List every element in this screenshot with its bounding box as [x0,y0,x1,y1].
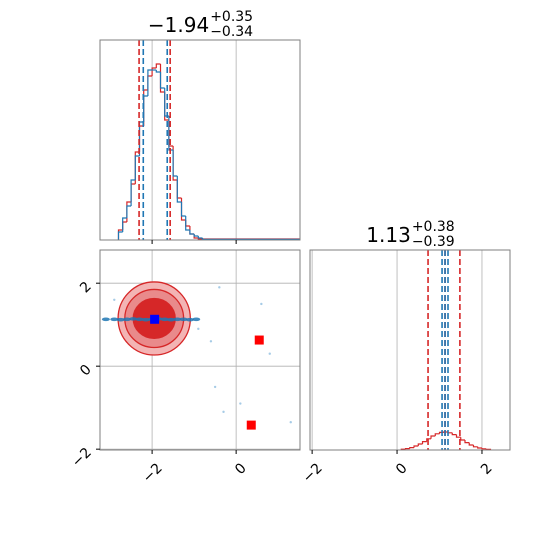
faint-point [197,327,200,331]
faint-point [218,286,221,289]
histogram-step [180,198,186,221]
sample-point [173,317,182,322]
histogram-step [451,432,457,436]
histogram-step [147,75,153,90]
marker [254,335,264,345]
histogram-step [130,183,136,202]
histogram-step [126,201,132,222]
histogram-step [404,448,410,450]
faint-point [113,298,116,301]
faint-point [209,340,213,343]
axes-frame [99,39,301,241]
faint-point [213,385,217,389]
faint-point [268,352,271,355]
histogram-step [143,95,148,122]
sample-point [135,317,144,322]
x-tick-label: 0 [393,460,411,478]
faint-point [260,302,263,306]
y-tick-label: 2 [77,279,95,297]
histogram-step [155,70,161,73]
histogram-step [134,155,140,180]
title-lower: −0.39 [412,234,455,250]
axes-frame [99,249,301,451]
title-lower: −0.34 [210,24,253,40]
histogram-step [421,441,427,444]
sample-point [141,317,150,322]
histogram-step [126,205,132,218]
sample-point [129,317,138,321]
histogram-step [189,230,195,235]
axes-frame [309,249,511,451]
sample-point [167,317,176,322]
histogram-step [168,116,174,151]
histogram-step [193,234,199,237]
histogram-step [197,236,203,239]
marker [246,420,256,430]
histogram-step [172,150,178,177]
histogram-step [130,179,136,206]
histogram-step [172,146,178,181]
histogram-step [147,69,153,96]
y-tick-label: −2 [69,445,95,471]
x-tick-label: −2 [140,460,166,486]
x-tick-label: −2 [300,460,326,486]
histogram-step [477,446,482,449]
faint-point [222,410,225,414]
sample-point [179,317,188,322]
histogram-step [426,438,432,442]
panel [117,40,300,240]
histogram-step [122,221,127,230]
histogram-step [430,435,436,439]
histogram-step [155,63,161,68]
sample-point [110,317,119,322]
histogram-step [455,434,461,438]
histogram-step [481,448,487,450]
sample-point [192,317,201,322]
histogram-step [185,220,190,227]
histogram-step [185,216,190,231]
faint-point [289,420,292,424]
histogram-step [180,202,186,217]
histogram-step [176,180,182,199]
faint-point [239,402,242,405]
histogram-step [189,226,195,235]
title-upper: +0.35 [210,9,253,25]
histogram-step [468,442,474,446]
histogram-step [464,440,470,444]
histogram-step [164,88,169,117]
sample-point [122,317,131,322]
panel [100,250,300,450]
panel [311,250,492,450]
title-upper: +0.38 [412,219,455,235]
sample-point [101,317,110,322]
histogram-step [122,217,127,232]
histogram-step [417,443,423,446]
y-tick-label: 0 [77,362,95,380]
histogram-step [151,67,157,76]
sample-point [160,317,169,322]
marker [150,314,160,324]
histogram-step [472,445,478,448]
title-value: −1.94 [148,13,209,37]
histogram-step [434,433,440,436]
sample-point [185,317,194,322]
x-tick-label: 0 [232,460,250,478]
histogram-step [413,445,419,448]
x-tick-label: 2 [478,460,496,478]
histogram-step [460,437,465,441]
sample-point [116,317,125,322]
title-value: 1.13 [366,223,411,247]
histogram-step [117,231,123,240]
histogram-step [159,72,165,89]
histogram-step [409,447,415,449]
histogram-step [176,176,182,203]
